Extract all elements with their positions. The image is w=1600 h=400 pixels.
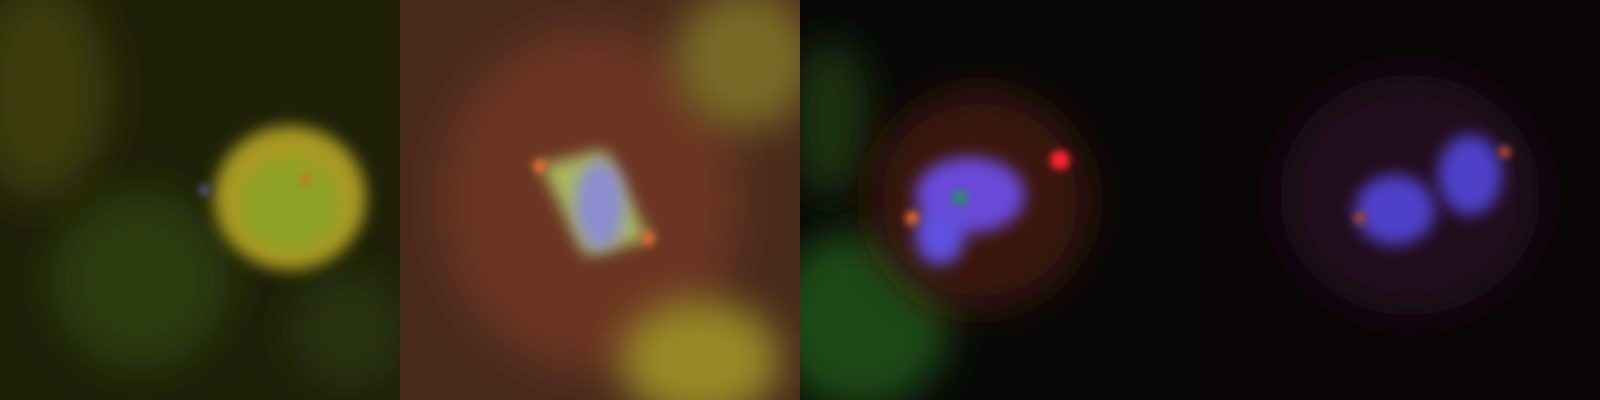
spot	[1354, 212, 1366, 224]
spot	[199, 185, 209, 195]
spot	[952, 190, 968, 206]
spot	[905, 211, 919, 225]
haze	[290, 270, 400, 390]
spot	[641, 231, 655, 245]
spot	[1050, 150, 1070, 170]
spot	[1499, 146, 1511, 158]
chromatin	[1355, 175, 1435, 245]
haze	[50, 190, 230, 370]
panel-3	[800, 0, 1200, 400]
neighbor-cell	[675, 0, 800, 130]
chromatin	[575, 160, 625, 250]
panel-1	[0, 0, 400, 400]
spot	[300, 175, 310, 185]
chromatin	[915, 205, 965, 265]
panel-4	[1200, 0, 1600, 400]
cell-core	[240, 160, 340, 250]
haze	[800, 40, 870, 200]
neighbor-cell	[620, 300, 780, 400]
chromatin	[1438, 135, 1502, 215]
spot	[533, 159, 547, 173]
haze	[0, 0, 110, 200]
panel-2	[400, 0, 800, 400]
